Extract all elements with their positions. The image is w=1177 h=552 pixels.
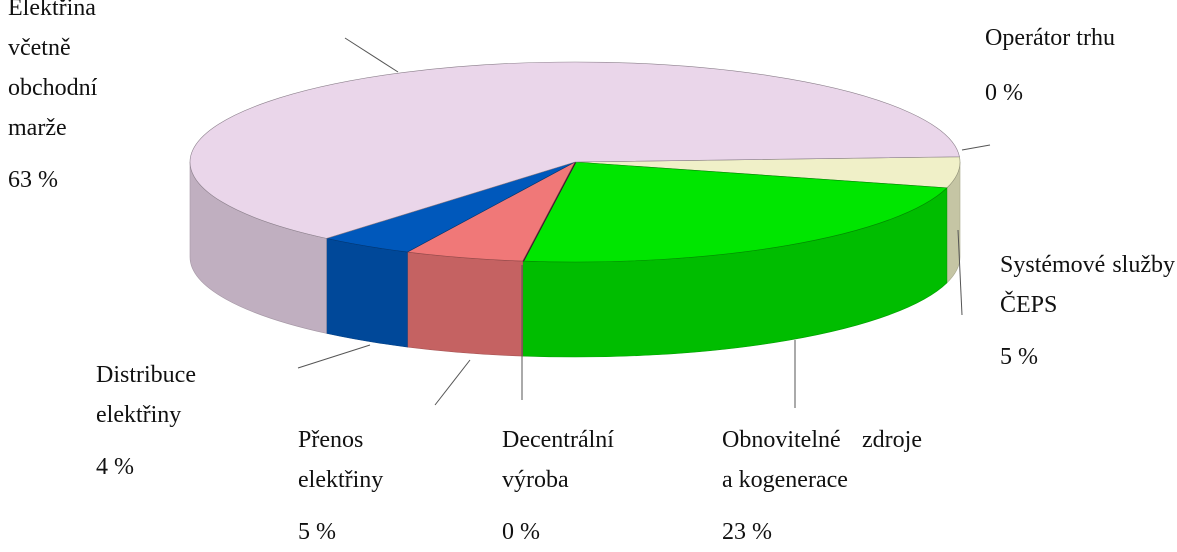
slice-label: Decentrální výroba 0 % xyxy=(502,420,662,552)
value-label: 63 % xyxy=(8,167,58,193)
leader-line xyxy=(297,344,371,369)
leader-line xyxy=(344,37,399,73)
category-label: Přenos elektřiny xyxy=(298,427,384,493)
value-label: 5 % xyxy=(298,519,336,545)
slice-tops xyxy=(189,61,961,263)
category-label: Obnovitelné zdroje a kogenerace xyxy=(722,427,922,493)
slice-label: Systémové služby ČEPS 5 % xyxy=(1000,245,1175,377)
slice-label: Distribuce elektřiny 4 % xyxy=(96,355,236,487)
value-label: 0 % xyxy=(502,519,540,545)
slice-label: Elektřina včetně obchodní marže 63 % xyxy=(8,0,148,200)
value-label: 5 % xyxy=(1000,344,1038,370)
leader-lines xyxy=(297,37,991,408)
category-label: Distribuce elektřiny xyxy=(96,362,196,428)
slice-label: Přenos elektřiny 5 % xyxy=(298,420,428,552)
slice-label: Obnovitelné zdroje a kogenerace 23 % xyxy=(722,420,922,552)
slice-side xyxy=(326,238,408,348)
leader-line xyxy=(957,229,963,316)
category-label: Systémové služby ČEPS xyxy=(1000,252,1175,318)
leader-line xyxy=(961,144,991,151)
category-label: Elektřina včetně obchodní marže xyxy=(8,0,98,141)
value-label: 23 % xyxy=(722,519,772,545)
category-label: Decentrální výroba xyxy=(502,427,614,493)
slice xyxy=(189,61,960,239)
slice-side xyxy=(407,251,524,357)
slice-label: Operátor trhu 0 % xyxy=(985,18,1177,113)
slice xyxy=(522,161,948,263)
value-label: 0 % xyxy=(985,80,1023,106)
category-label: Operátor trhu xyxy=(985,25,1115,51)
slice-sides xyxy=(189,161,961,358)
slices xyxy=(189,61,961,358)
value-label: 4 % xyxy=(96,454,134,480)
leader-line xyxy=(434,359,471,406)
